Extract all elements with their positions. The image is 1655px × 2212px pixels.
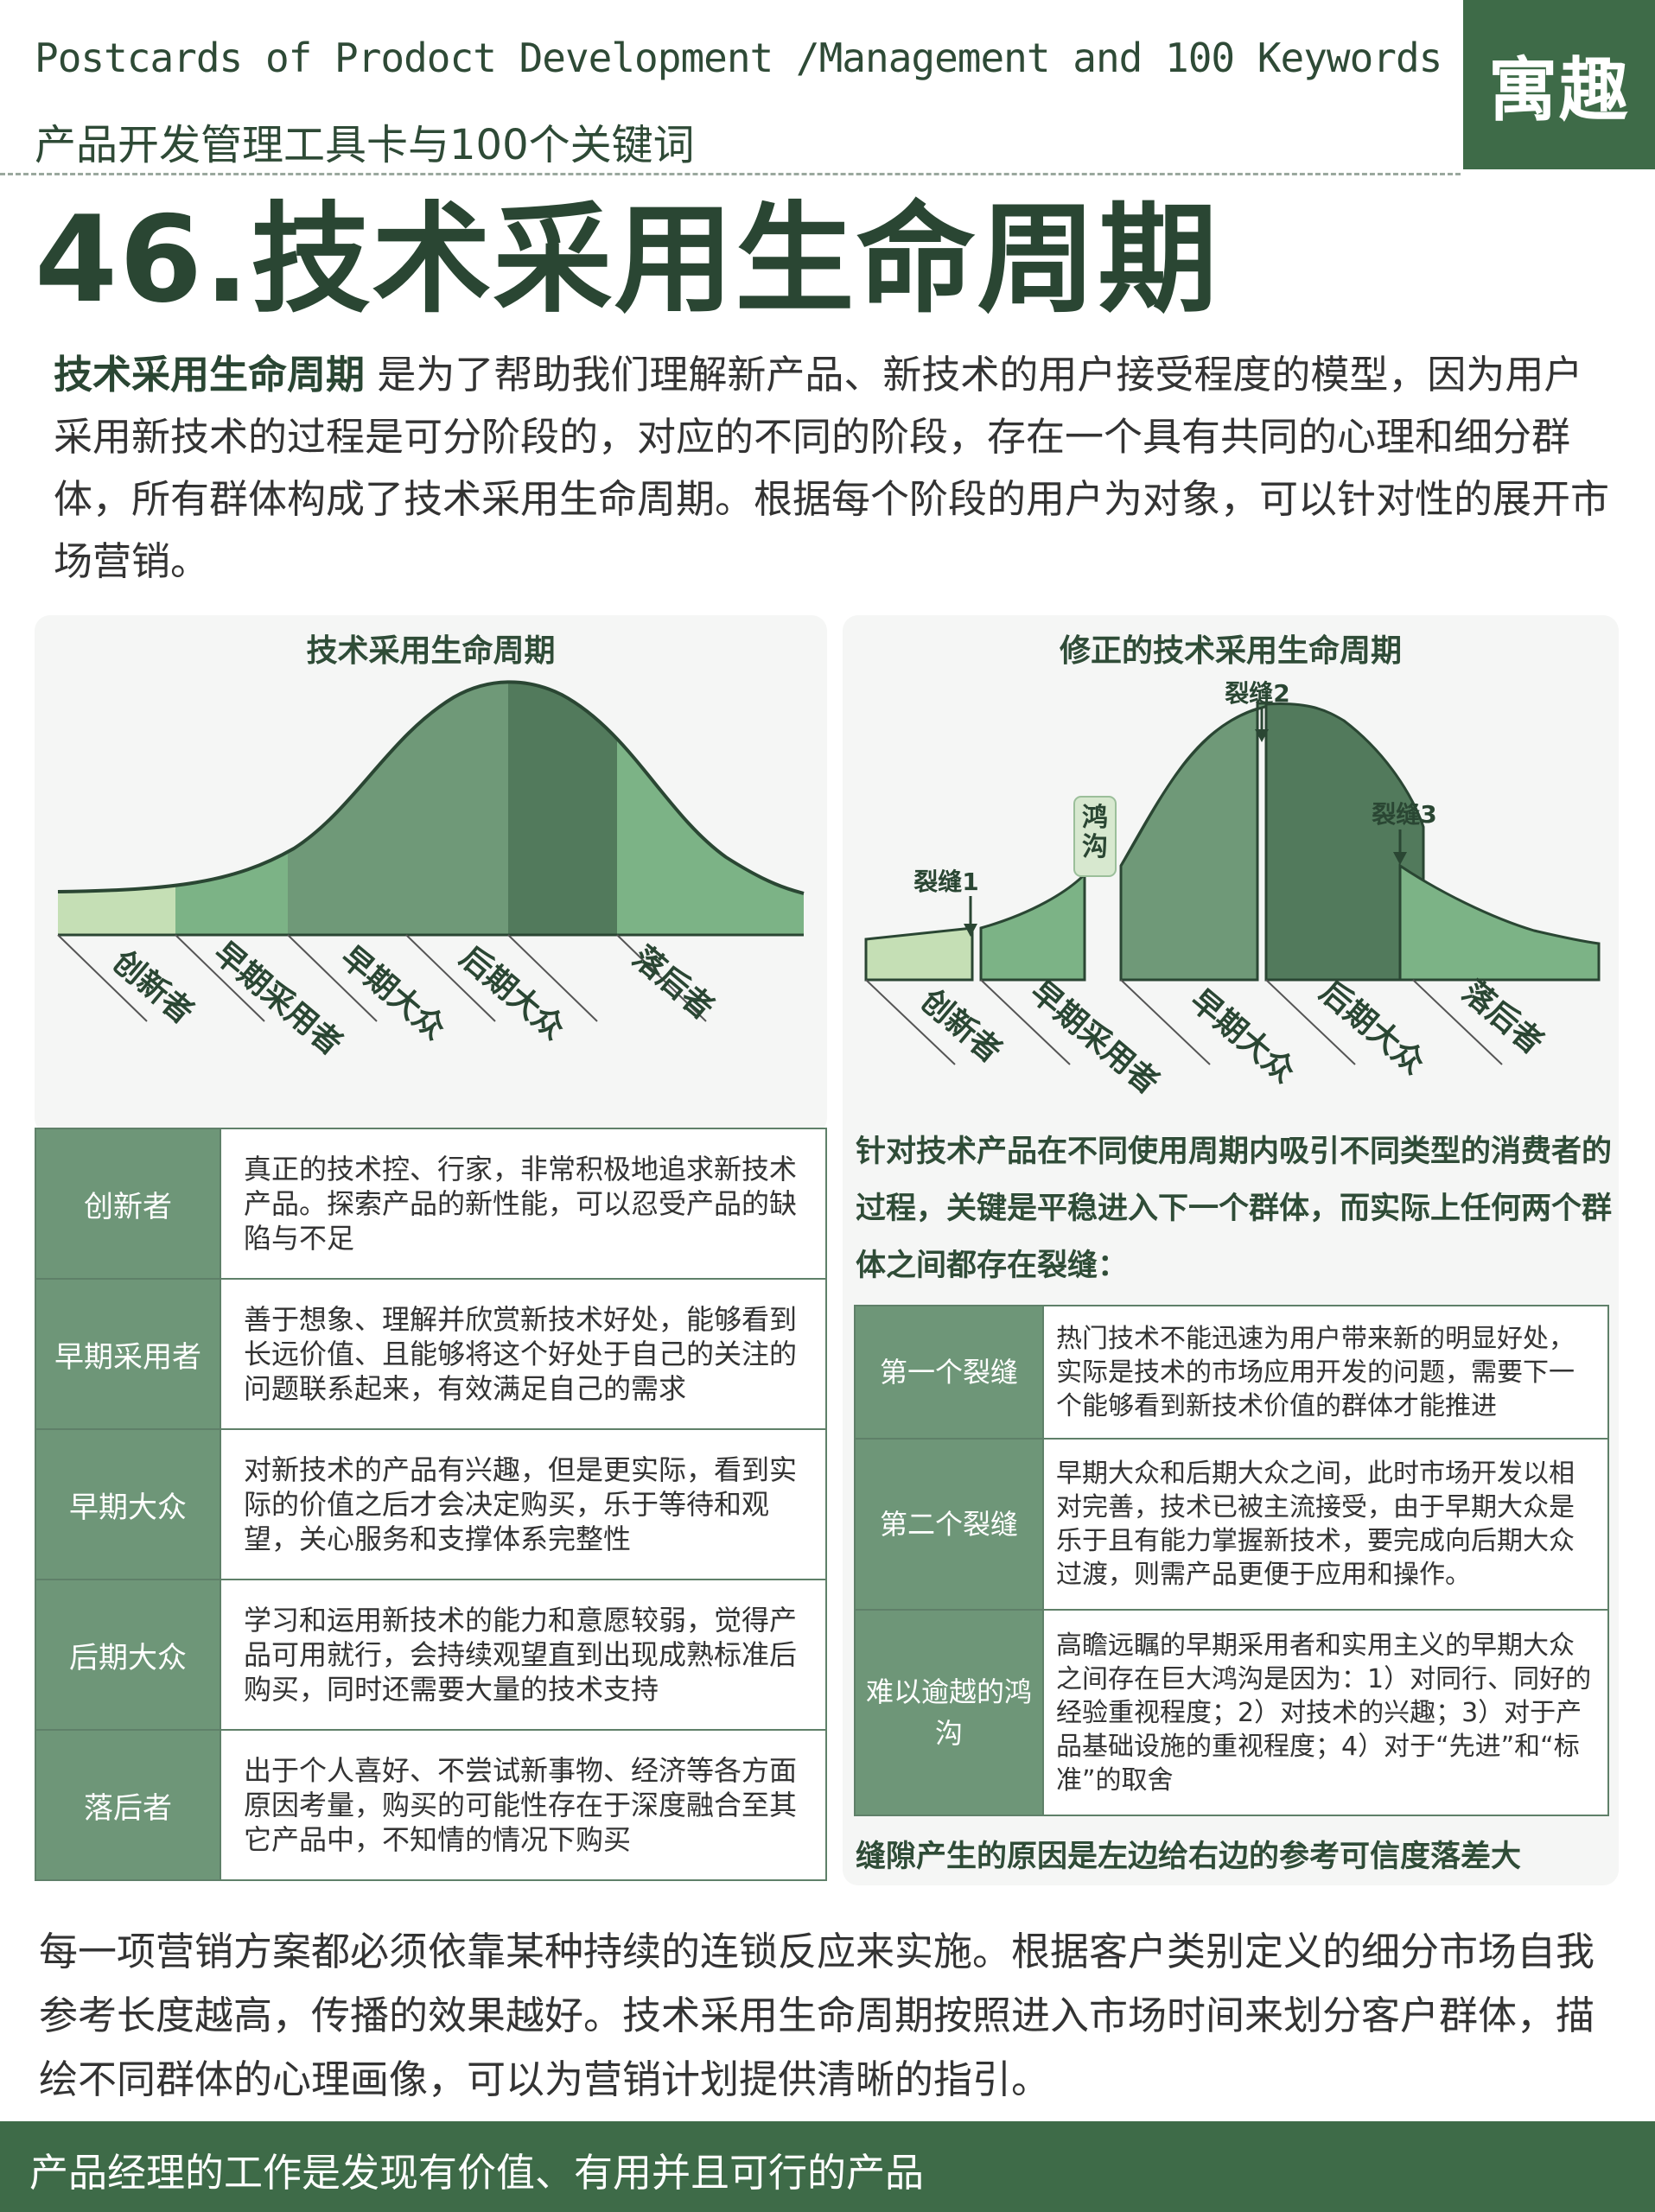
right-label-early-adopters: 早期采用者 [1023,974,1165,1101]
segment-late-majority [508,682,617,936]
crack-desc: 热门技术不能迅速为用户带来新的明显好处，实际是技术的市场应用开发的问题，需要下一… [1042,1305,1609,1440]
right-slant-lines [865,979,1503,1065]
brand-logo: 寓趣 [1463,0,1655,169]
left-group-table: 创新者 真正的技术控、行家，非常积极地追求新技术产品。探索产品的新性能，可以忍受… [35,1128,827,1881]
right-segment-late-majority [1264,702,1425,982]
group-desc: 真正的技术控、行家，非常积极地追求新技术产品。探索产品的新性能，可以忍受产品的缺… [220,1128,827,1280]
table-row: 第二个裂缝 早期大众和后期大众之间，此时市场开发以相对完善，技术已被主流接受，由… [854,1438,1609,1611]
group-desc: 对新技术的产品有兴趣，但是更实际，看到实际的价值之后才会决定购买，乐于等待和观望… [220,1428,827,1580]
right-label-innovators: 创新者 [913,982,1008,1070]
group-label: 早期采用者 [35,1278,221,1430]
group-label: 落后者 [35,1729,221,1881]
left-label-early-adopters: 早期采用者 [207,935,348,1062]
right-label-late-majority: 后期大众 [1313,974,1431,1081]
right-segment-early-adopters [979,871,1086,982]
group-label: 后期大众 [35,1579,221,1731]
right-segment-early-majority [1119,702,1274,982]
table-row: 难以逾越的鸿沟 高瞻远瞩的早期采用者和实用主义的早期大众之间存在巨大鸿沟是因为：… [854,1609,1609,1816]
group-label: 创新者 [35,1128,221,1280]
left-bell-curve: 创新者 早期采用者 早期大众 后期大众 落后者 [57,680,805,1063]
left-label-innovators: 创新者 [105,944,200,1031]
left-diagram-title: 技术采用生命周期 [306,633,556,669]
group-desc: 学习和运用新技术的能力和意愿较弱，觉得产品可用就行，会持续观望直到出现成熟标准后… [220,1579,827,1731]
closing-paragraph: 每一项营销方案都必须依靠某种持续的连锁反应来实施。根据客户类别定义的细分市场自我… [39,1929,1595,2102]
left-label-laggards: 落后者 [626,939,720,1027]
header-divider [0,173,1461,175]
crack-label: 难以逾越的鸿沟 [854,1609,1044,1816]
header-title-cn: 产品开发管理工具卡与100个关键词 [35,121,695,169]
bell-outline [57,680,805,895]
chasm-label: 鸿沟 [1082,803,1108,862]
left-diagram-panel: 技术采用生命周期 创新者 早期采用者 早期大众 后期大众 [35,615,827,1134]
right-label-laggards: 落后者 [1455,974,1550,1061]
table-row: 早期采用者 善于想象、理解并欣赏新技术好处，能够看到长远价值、且能够将这个好处于… [35,1278,827,1430]
intro-text: 是为了帮助我们理解新产品、新技术的用户接受程度的模型，因为用户采用新技术的过程是… [54,352,1610,584]
brand-text: 寓趣 [1488,50,1630,130]
table-row: 第一个裂缝 热门技术不能迅速为用户带来新的明显好处，实际是技术的市场应用开发的问… [854,1305,1609,1440]
segment-innovators [58,682,175,936]
crack2-label: 裂缝2 [1225,679,1289,708]
table-row: 创新者 真正的技术控、行家，非常积极地追求新技术产品。探索产品的新性能，可以忍受… [35,1128,827,1280]
group-desc: 出于个人喜好、不尝试新事物、经济等各方面原因考量，购买的可能性存在于深度融合至其… [220,1729,827,1881]
cracks-intro: 针对技术产品在不同使用周期内吸引不同类型的消费者的过程，关键是平稳进入下一个群体… [856,1135,1613,1283]
crack3-label: 裂缝3 [1372,800,1436,829]
page-title: 46.技术采用生命周期 [35,190,1219,329]
right-bell-curve: 鸿沟 裂缝1 裂缝2 裂缝3 创新者 早期采用者 早期大众 后期大众 落后者 [864,679,1601,1102]
segment-laggards [617,682,804,936]
segment-early-adopters [175,682,288,936]
header-title-en: Postcards of Prodoct Development /Manage… [35,35,1442,81]
crack-desc: 高瞻远瞩的早期采用者和实用主义的早期大众之间存在巨大鸿沟是因为：1）对同行、同好… [1042,1609,1609,1816]
left-label-early-majority: 早期大众 [334,939,452,1046]
crack1-label: 裂缝1 [913,868,978,896]
segment-early-majority [288,682,508,936]
footer-text: 产品经理的工作是发现有价值、有用并且可行的产品 [29,2150,925,2196]
intro-term: 技术采用生命周期 [54,352,366,397]
right-segment-innovators [864,926,974,982]
crack-desc: 早期大众和后期大众之间，此时市场开发以相对完善，技术已被主流接受，由于早期大众是… [1042,1438,1609,1611]
cracks-table: 第一个裂缝 热门技术不能迅速为用户带来新的明显好处，实际是技术的市场应用开发的问… [854,1305,1609,1816]
chasm-label-box [1073,796,1117,877]
group-label: 早期大众 [35,1428,221,1580]
table-row: 落后者 出于个人喜好、不尝试新事物、经济等各方面原因考量，购买的可能性存在于深度… [35,1729,827,1881]
crack-label: 第一个裂缝 [854,1305,1044,1440]
table-row: 早期大众 对新技术的产品有兴趣，但是更实际，看到实际的价值之后才会决定购买，乐于… [35,1428,827,1580]
right-label-early-majority: 早期大众 [1183,982,1302,1090]
cracks-conclusion: 缝隙产生的原因是左边给右边的参考可信度落差大 [856,1840,1522,1874]
right-segment-laggards [1398,863,1601,982]
table-row: 后期大众 学习和运用新技术的能力和意愿较弱，觉得产品可用就行，会持续观望直到出现… [35,1579,827,1731]
group-desc: 善于想象、理解并欣赏新技术好处，能够看到长远价值、且能够将这个好处于自己的关注的… [220,1278,827,1430]
footer-bar [0,2121,1655,2212]
crack-label: 第二个裂缝 [854,1438,1044,1611]
intro-paragraph: 技术采用生命周期 是为了帮助我们理解新产品、新技术的用户接受程度的模型，因为用户… [54,344,1609,593]
right-diagram-title: 修正的技术采用生命周期 [1059,633,1402,669]
left-label-late-majority: 后期大众 [453,939,571,1046]
bell-slant-lines [57,934,707,1022]
